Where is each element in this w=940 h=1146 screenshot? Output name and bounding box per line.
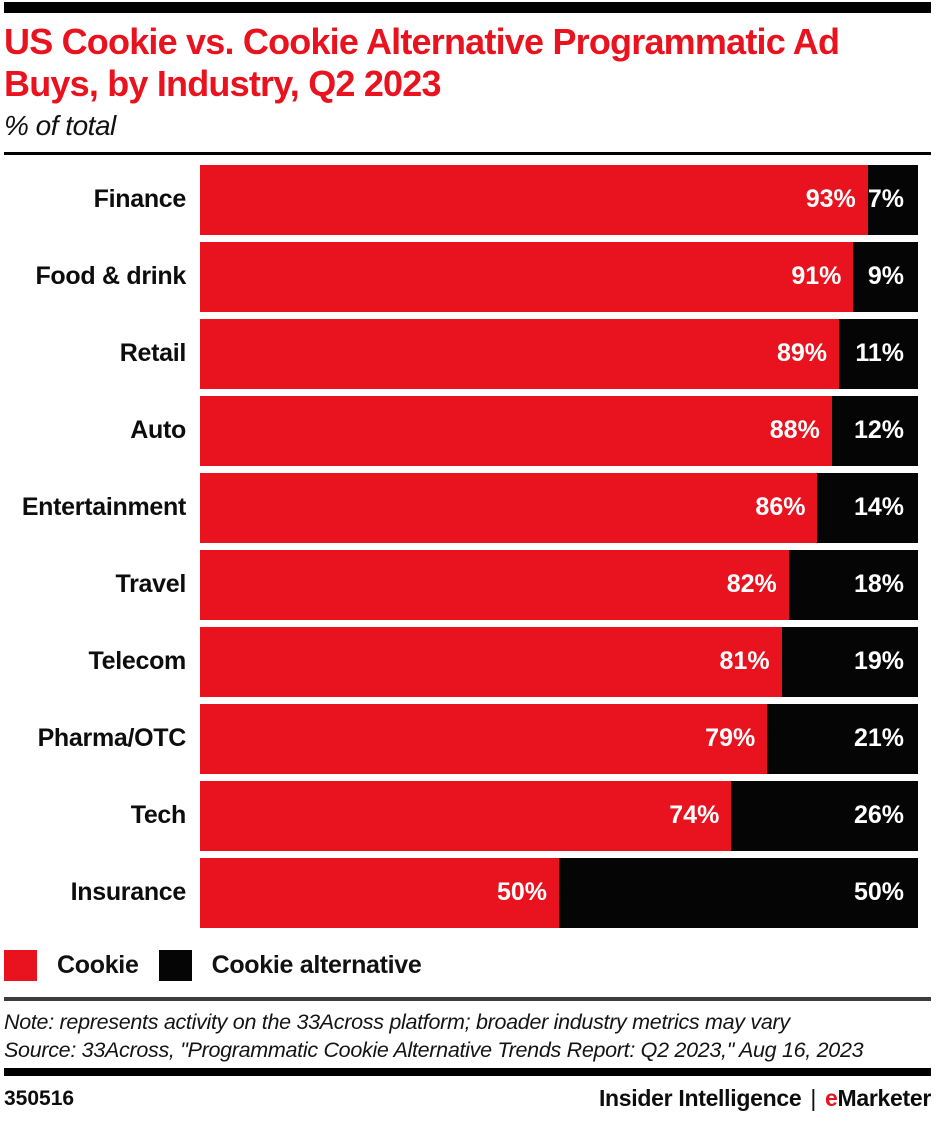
chart-id: 350516 [4, 1086, 75, 1110]
chart-row: Entertainment 86% 14% [4, 472, 918, 543]
brand-emarketer-rest: Marketer [837, 1085, 932, 1112]
cookie-bar-segment: 86% [200, 472, 818, 543]
cookie-bar-segment: 89% [200, 318, 840, 389]
chart-title-line-2: Buys, by Industry, Q2 2023 [4, 62, 442, 104]
cookie-alternative-value-label: 9% [867, 262, 904, 290]
cookie-alternative-bar-segment: 11% [839, 318, 918, 389]
chart-row: Tech 74% 26% [4, 780, 918, 851]
cookie-alternative-bar-segment: 18% [788, 549, 918, 620]
cookie-value-label: 81% [719, 647, 770, 675]
cookie-alternative-bar-segment: 12% [831, 395, 918, 466]
chart-row: Retail 89% 11% [4, 318, 918, 389]
legend-label-cookie: Cookie [57, 950, 139, 979]
category-label: Food & drink [35, 262, 186, 290]
cookie-value-label: 50% [496, 878, 547, 906]
bar-track: 82% 18% [200, 549, 918, 620]
chart-page: US Cookie vs. Cookie Alternative Program… [4, 2, 931, 1112]
chart-row: Insurance 50% 50% [4, 857, 918, 928]
category-label: Retail [119, 339, 187, 367]
bar-track: 50% 50% [200, 857, 918, 928]
cookie-value-label: 89% [776, 339, 828, 367]
cookie-value-label: 91% [791, 262, 842, 290]
cookie-bar-segment: 74% [200, 780, 732, 851]
cookie-alternative-bar-segment: 9% [853, 241, 918, 312]
bar-track: 81% 19% [200, 626, 918, 697]
chart-row: Pharma/OTC 79% 21% [4, 703, 918, 774]
header-rule [4, 151, 931, 155]
cookie-value-label: 82% [726, 570, 777, 598]
cookie-value-label: 86% [755, 493, 806, 521]
chart-row: Food & drink 91% 9% [4, 241, 918, 312]
footer: 350516 Insider Intelligence | eMarketer [4, 1085, 931, 1112]
cookie-alternative-value-label: 21% [853, 724, 904, 752]
bar-track: 86% 14% [200, 472, 918, 543]
category-label: Tech [130, 801, 187, 829]
cookie-alternative-value-label: 26% [853, 801, 904, 829]
cookie-alternative-value-label: 18% [853, 570, 904, 598]
bar-track: 79% 21% [200, 703, 918, 774]
cookie-alternative-value-label: 11% [855, 339, 904, 367]
cookie-alternative-bar-segment: 14% [817, 472, 918, 543]
cookie-value-label: 79% [705, 724, 756, 752]
notes-divider-rule [4, 996, 931, 1001]
cookie-bar-segment: 50% [200, 857, 559, 928]
footer-rule [4, 1068, 931, 1077]
source-text: Source: 33Across, "Programmatic Cookie A… [4, 1037, 864, 1062]
category-label: Pharma/OTC [37, 724, 187, 752]
category-label: Entertainment [21, 493, 186, 521]
cookie-bar-segment: 88% [200, 395, 832, 466]
notes-block: Note: represents activity on the 33Acros… [4, 1008, 889, 1065]
cookie-bar-segment: 93% [200, 164, 868, 235]
cookie-alternative-value-label: 7% [867, 185, 904, 213]
category-label: Telecom [88, 647, 187, 675]
top-rule [4, 2, 931, 13]
bar-track: 89% 11% [200, 318, 918, 389]
bar-track: 93% 7% [200, 164, 918, 235]
cookie-value-label: 88% [769, 416, 820, 444]
bar-track: 74% 26% [200, 780, 918, 851]
cookie-alternative-bar-segment: 26% [731, 780, 918, 851]
cookie-value-label: 93% [805, 185, 856, 213]
cookie-alternative-bar-segment: 50% [559, 857, 918, 928]
chart-row: Finance 93% 7% [4, 164, 918, 235]
chart-subtitle: % of total [4, 109, 116, 141]
brand-emarketer-e: e [825, 1085, 838, 1112]
bar-track: 91% 9% [200, 241, 918, 312]
cookie-alternative-value-label: 19% [853, 647, 904, 675]
cookie-bar-segment: 91% [200, 241, 854, 312]
cookie-alternative-bar-segment: 7% [867, 164, 918, 235]
cookie-alternative-value-label: 50% [853, 878, 904, 906]
legend-swatch-cookie [4, 949, 37, 981]
cookie-alternative-value-label: 14% [853, 493, 904, 521]
chart-title-line-1: US Cookie vs. Cookie Alternative Program… [4, 21, 840, 62]
legend: Cookie Cookie alternative [4, 949, 931, 981]
brand-separator: | [810, 1085, 816, 1112]
chart-row: Auto 88% 12% [4, 395, 918, 466]
chart-row: Travel 82% 18% [4, 549, 918, 620]
brand-lockup: Insider Intelligence | eMarketer [599, 1085, 931, 1112]
chart-row: Telecom 81% 19% [4, 626, 918, 697]
bar-track: 88% 12% [200, 395, 918, 466]
cookie-bar-segment: 79% [200, 703, 768, 774]
cookie-alternative-value-label: 12% [853, 416, 904, 444]
cookie-bar-segment: 81% [200, 626, 782, 697]
cookie-bar-segment: 82% [200, 549, 789, 620]
cookie-alternative-bar-segment: 21% [767, 703, 918, 774]
cookie-alternative-bar-segment: 19% [781, 626, 918, 697]
chart-title: US Cookie vs. Cookie Alternative Program… [4, 21, 931, 105]
brand-insider-intelligence: Insider Intelligence [598, 1085, 802, 1112]
legend-swatch-cookie-alternative [158, 949, 192, 981]
note-text: Note: represents activity on the 33Acros… [4, 1009, 790, 1034]
category-label: Auto [130, 416, 186, 444]
chart-rows: Finance 93% 7% Food & drink 91% 9% Retail 89% 11… [4, 164, 931, 928]
legend-label-cookie-alternative: Cookie alternative [211, 950, 422, 979]
cookie-value-label: 74% [669, 801, 720, 829]
category-label: Insurance [70, 878, 187, 906]
category-label: Travel [115, 570, 187, 598]
category-label: Finance [93, 185, 187, 213]
